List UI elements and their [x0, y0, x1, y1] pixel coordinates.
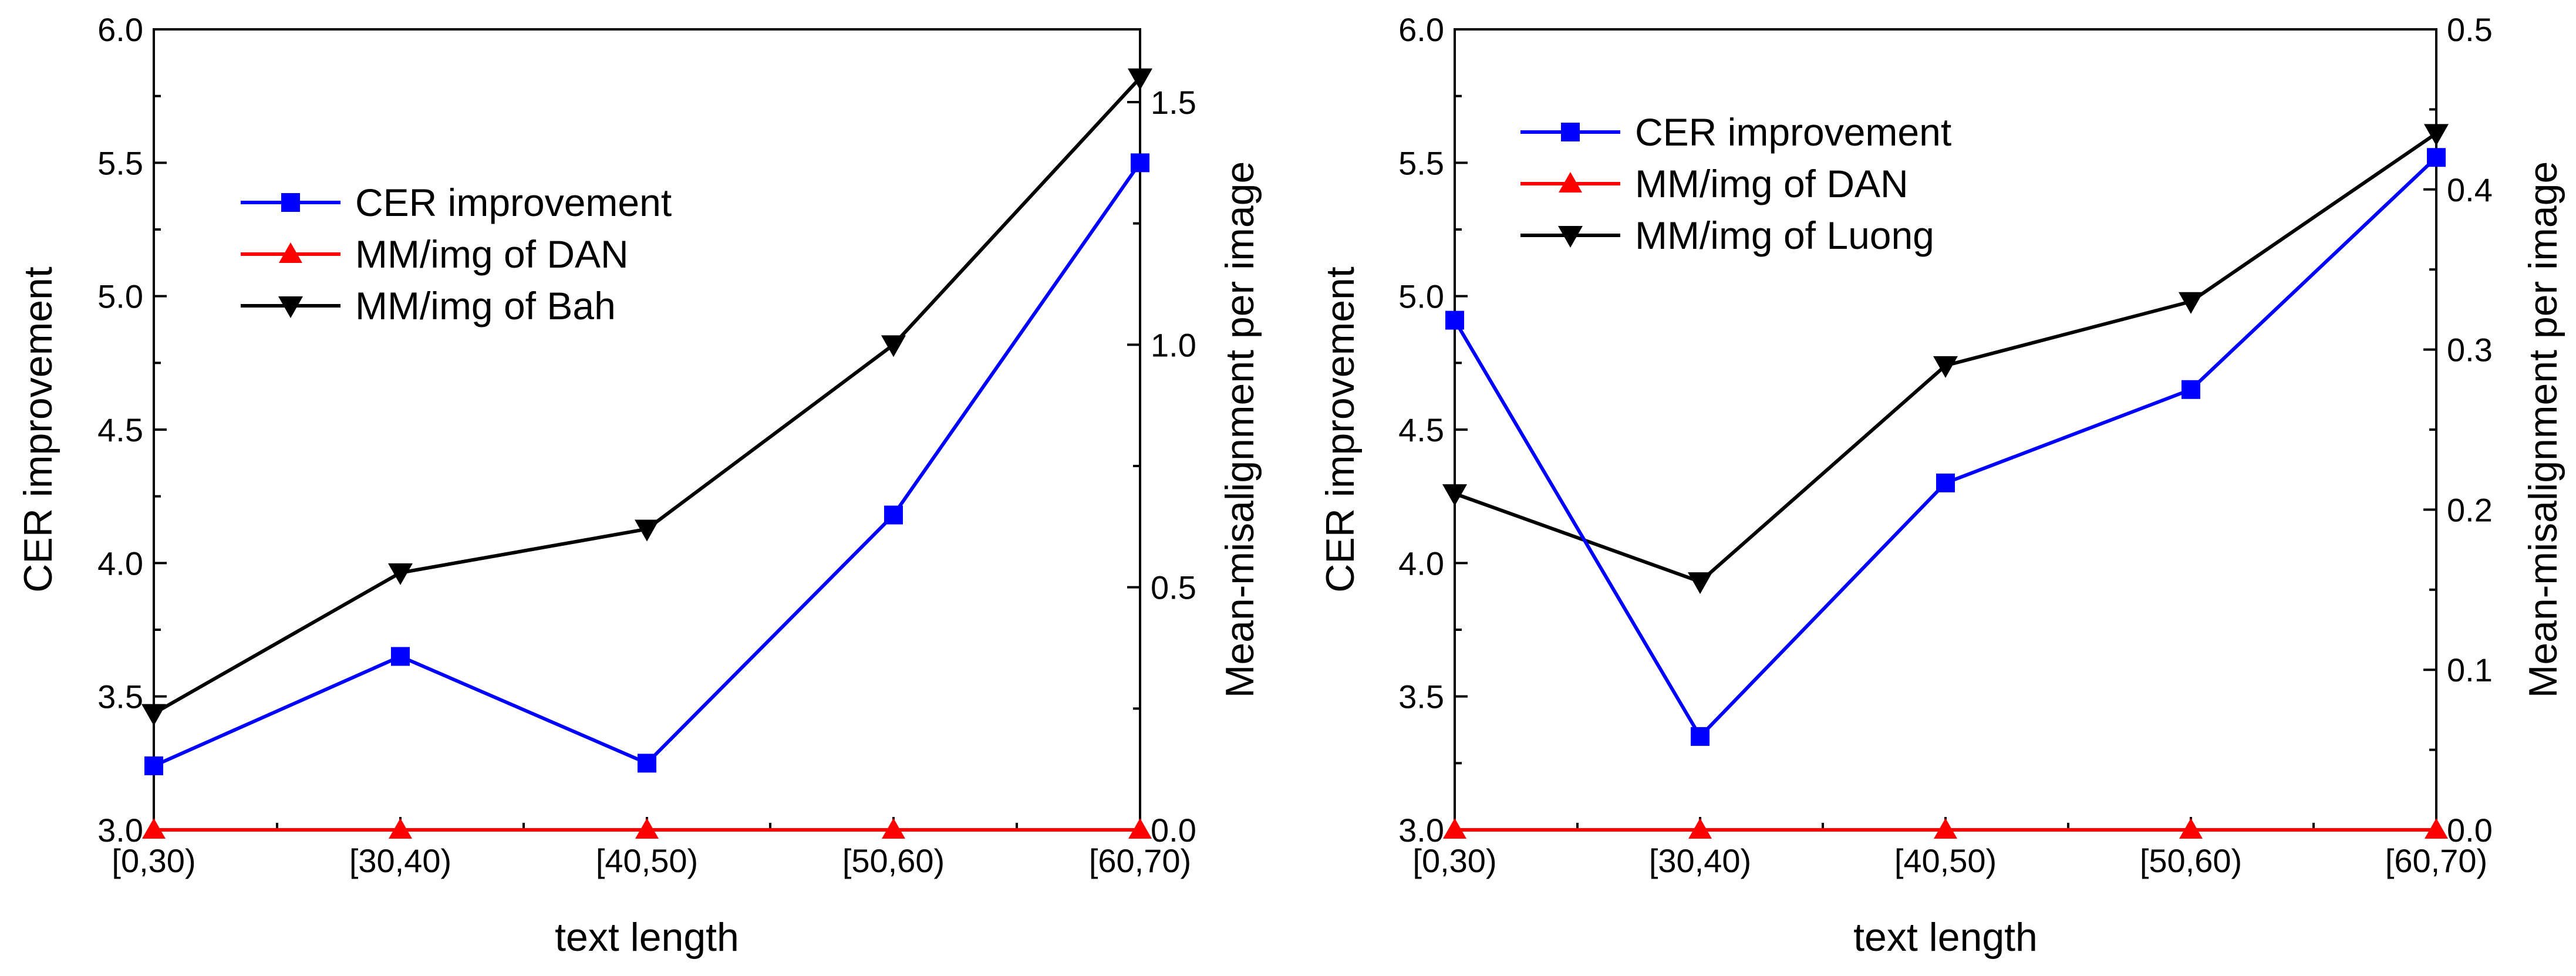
legend-label: CER improvement	[355, 181, 672, 224]
y-tick-label: 5.0	[97, 278, 143, 315]
triangle-up-point	[1128, 818, 1152, 839]
x-tick-label: [50,60)	[842, 842, 945, 879]
series-mm-img-of-bah	[141, 68, 1152, 726]
y2-axis-title: Mean-misalignment per image	[2521, 161, 2565, 698]
x-tick-label: [60,70)	[1089, 842, 1191, 879]
series-cer-improvement	[144, 153, 1149, 775]
y-tick-label: 3.0	[1398, 812, 1444, 849]
y2-tick-label: 0.1	[2447, 651, 2493, 688]
y2-tick-label: 0.2	[2447, 491, 2493, 528]
y-tick-label: 4.0	[97, 545, 143, 582]
square-point	[1936, 473, 1955, 492]
triangle-down-point	[388, 563, 413, 585]
triangle-down-point	[1688, 572, 1712, 595]
series-line	[1453, 156, 2438, 739]
legend-label: MM/img of Luong	[1635, 214, 1934, 257]
series-mm-img-of-luong	[1442, 124, 2449, 595]
square-point	[1131, 153, 1149, 173]
y-tick-label: 6.0	[1398, 11, 1444, 48]
x-tick-label: [40,50)	[1894, 842, 1997, 879]
chart-panel-1: [0,30) [30,40) [40,50) [50,60) [60,70) 3.0 3.5…	[16, 11, 1262, 960]
series-cer-improvement	[1445, 148, 2446, 746]
chart-panel-2: [0,30) [30,40) [40,50) [50,60) [60,70) 3.0 3.5…	[1318, 11, 2565, 960]
y2-axis-title: Mean-misalignment per image	[1218, 161, 1262, 698]
square-point	[638, 754, 656, 773]
triangle-up-point	[2425, 818, 2448, 839]
legend: CER improvement MM/img of DAN MM/img of Lu…	[1520, 110, 1951, 257]
square-point	[884, 505, 903, 525]
triangle-up-point	[635, 818, 659, 839]
legend-marker	[1559, 172, 1582, 193]
x-tick-label: [0,30)	[1412, 842, 1496, 879]
y2-tick-label: 1.0	[1151, 326, 1196, 363]
x-tick-label: [30,40)	[349, 842, 451, 879]
square-point	[1445, 310, 1464, 330]
legend-label: MM/img of DAN	[355, 232, 629, 276]
square-point	[144, 756, 163, 775]
y-tick-label: 3.5	[1398, 678, 1444, 715]
y-tick-label: 6.0	[97, 11, 143, 48]
legend-marker	[278, 296, 303, 318]
triangle-down-point	[1933, 356, 1958, 378]
square-point	[1691, 727, 1710, 746]
triangle-up-point	[882, 818, 905, 839]
square-point	[391, 647, 410, 666]
x-tick-label: [60,70)	[2385, 842, 2487, 879]
triangle-up-point	[142, 818, 166, 839]
triangle-up-point	[2179, 818, 2203, 839]
y2-tick-label: 0.5	[2447, 11, 2493, 48]
series-line	[153, 76, 1142, 715]
y2-tick-label: 0.5	[1151, 569, 1196, 606]
plot-frame	[153, 28, 1141, 831]
y-tick-label: 5.5	[97, 144, 143, 181]
series-mm-img-of-dan	[1443, 818, 2448, 839]
triangle-down-point	[1442, 484, 1467, 506]
triangle-down-point	[2179, 292, 2203, 314]
y-tick-label: 4.5	[1398, 411, 1444, 448]
triangle-down-point	[635, 519, 659, 542]
legend-marker	[279, 242, 302, 263]
legend-marker	[1558, 226, 1583, 248]
y-tick-label: 5.0	[1398, 278, 1444, 315]
y2-tick-label: 0.0	[1151, 812, 1196, 849]
triangle-up-point	[1934, 818, 1957, 839]
legend-label: CER improvement	[1635, 110, 1951, 154]
x-tick-label: [30,40)	[1649, 842, 1751, 879]
legend: CER improvement MM/img of DAN MM/img of Ba…	[241, 181, 672, 327]
y2-tick-label: 0.4	[2447, 171, 2493, 208]
triangle-up-point	[1688, 818, 1712, 839]
y-tick-label: 3.5	[97, 678, 143, 715]
triangle-up-point	[1443, 818, 1466, 839]
triangle-up-point	[389, 818, 412, 839]
y-tick-label: 4.0	[1398, 545, 1444, 582]
y-axis-title: CER improvement	[16, 266, 60, 593]
square-point	[2181, 380, 2200, 399]
legend-label: MM/img of Bah	[355, 284, 616, 327]
x-axis-title: text length	[1853, 915, 2038, 960]
legend-marker	[281, 193, 300, 212]
x-tick-label: [40,50)	[596, 842, 698, 879]
y-axis-title: CER improvement	[1318, 266, 1363, 593]
y-tick-label: 4.5	[97, 411, 143, 448]
x-tick-label: [50,60)	[2140, 842, 2242, 879]
x-axis-title: text length	[555, 915, 739, 960]
y2-tick-label: 0.0	[2447, 812, 2493, 849]
square-point	[2427, 148, 2446, 167]
triangle-down-point	[141, 704, 166, 726]
y2-tick-label: 0.3	[2447, 332, 2493, 369]
triangle-down-point	[2424, 124, 2449, 146]
y-tick-label: 3.0	[97, 812, 143, 849]
legend-label: MM/img of DAN	[1635, 162, 1909, 205]
triangle-down-point	[881, 335, 906, 357]
legend-marker	[1561, 123, 1580, 141]
series-mm-img-of-dan	[142, 818, 1152, 839]
y-tick-label: 5.5	[1398, 144, 1444, 181]
y2-tick-label: 1.5	[1151, 84, 1196, 121]
triangle-down-point	[1128, 68, 1152, 90]
x-tick-label: [0,30)	[112, 842, 195, 879]
